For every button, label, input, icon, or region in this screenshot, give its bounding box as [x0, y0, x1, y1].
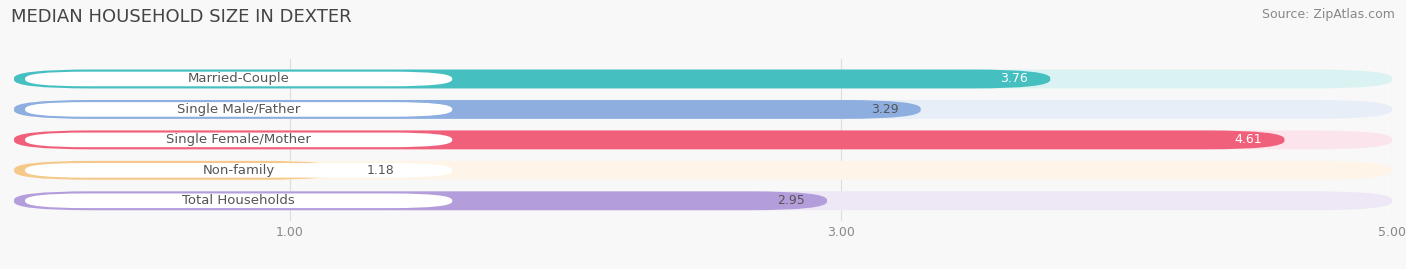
FancyBboxPatch shape [14, 100, 921, 119]
FancyBboxPatch shape [25, 72, 453, 86]
Text: Total Households: Total Households [183, 194, 295, 207]
Text: 2.95: 2.95 [778, 194, 806, 207]
FancyBboxPatch shape [14, 69, 1050, 89]
FancyBboxPatch shape [25, 193, 453, 208]
FancyBboxPatch shape [14, 191, 1392, 210]
FancyBboxPatch shape [14, 130, 1285, 149]
FancyBboxPatch shape [14, 161, 339, 180]
Text: Single Female/Mother: Single Female/Mother [166, 133, 311, 146]
FancyBboxPatch shape [14, 69, 1392, 89]
FancyBboxPatch shape [14, 100, 1392, 119]
Text: Single Male/Father: Single Male/Father [177, 103, 301, 116]
Text: Source: ZipAtlas.com: Source: ZipAtlas.com [1261, 8, 1395, 21]
Text: 3.76: 3.76 [1001, 72, 1028, 86]
Text: 1.18: 1.18 [367, 164, 395, 177]
FancyBboxPatch shape [14, 191, 827, 210]
Text: Non-family: Non-family [202, 164, 274, 177]
Text: 3.29: 3.29 [872, 103, 898, 116]
FancyBboxPatch shape [14, 130, 1392, 149]
Text: 4.61: 4.61 [1234, 133, 1263, 146]
FancyBboxPatch shape [25, 133, 453, 147]
FancyBboxPatch shape [25, 102, 453, 117]
FancyBboxPatch shape [14, 161, 1392, 180]
Text: MEDIAN HOUSEHOLD SIZE IN DEXTER: MEDIAN HOUSEHOLD SIZE IN DEXTER [11, 8, 352, 26]
Text: Married-Couple: Married-Couple [188, 72, 290, 86]
FancyBboxPatch shape [25, 163, 453, 178]
